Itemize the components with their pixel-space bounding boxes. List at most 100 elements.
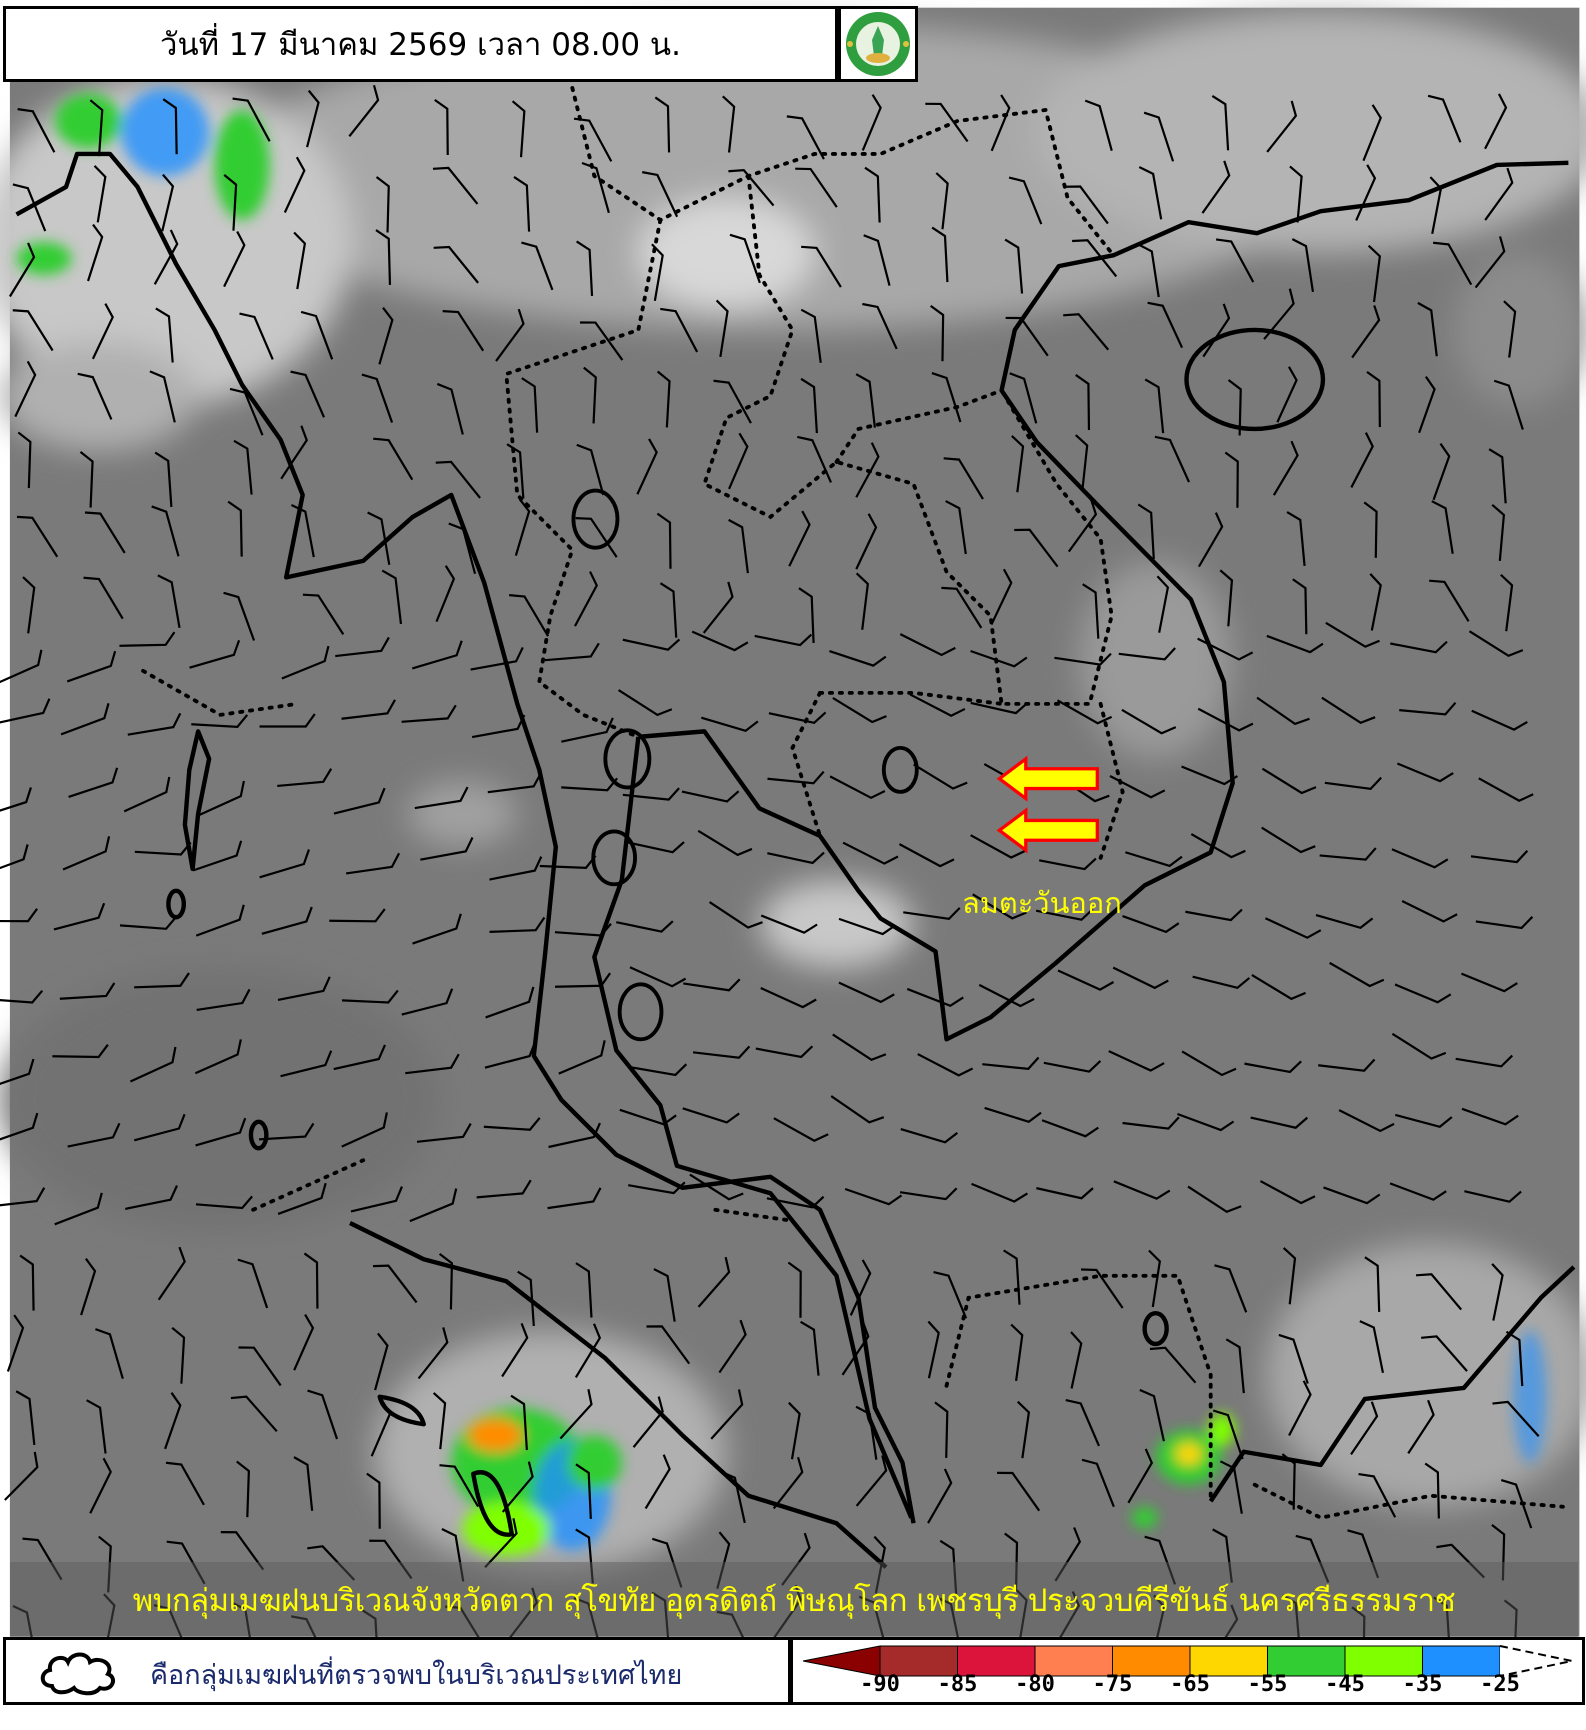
wind-barb xyxy=(970,701,1029,715)
wind-barb xyxy=(223,174,238,231)
colorbar-swatch xyxy=(1267,1645,1346,1677)
wind-barb xyxy=(1010,1323,1024,1382)
wind-barb xyxy=(1470,849,1529,864)
wind-barb xyxy=(1433,1596,1451,1652)
wind-barb xyxy=(259,849,310,879)
wind-barb xyxy=(0,908,38,923)
wind-barb xyxy=(646,1325,691,1365)
wind-barb xyxy=(1109,775,1166,799)
wind-barb xyxy=(898,843,955,868)
wind-barb xyxy=(1219,1460,1243,1514)
wind-barb xyxy=(982,1056,1040,1071)
wind-barb xyxy=(1491,1524,1506,1581)
wind-barb xyxy=(899,1187,958,1201)
wind-barb xyxy=(471,714,526,739)
colorbar-above-triangle xyxy=(1499,1645,1573,1677)
wind-barb xyxy=(290,370,326,418)
wind-barb xyxy=(1272,440,1299,496)
wind-barb xyxy=(1433,241,1473,286)
wind-barb xyxy=(280,1050,333,1078)
wind-barb xyxy=(194,1039,242,1075)
wind-barb xyxy=(484,1518,518,1568)
wind-barb xyxy=(123,776,171,813)
wind-barb xyxy=(970,649,1028,668)
wind-barb xyxy=(990,94,1011,152)
wind-barb xyxy=(559,1389,593,1440)
wind-barb xyxy=(701,716,759,733)
wind-barb xyxy=(720,1470,746,1524)
wind-barb xyxy=(1291,238,1315,293)
wind-barb xyxy=(345,852,401,875)
logo-emblem-icon xyxy=(846,12,910,76)
wind-barb xyxy=(1192,975,1251,990)
wind-barb xyxy=(341,699,396,720)
wind-barb xyxy=(195,1195,253,1210)
wind-barb xyxy=(1474,236,1506,289)
wind-barb xyxy=(772,1456,804,1510)
wind-barb xyxy=(195,904,245,937)
wind-barb xyxy=(873,1535,886,1594)
wind-barb xyxy=(83,576,124,620)
wind-barb xyxy=(1081,1458,1115,1508)
wind-barb xyxy=(417,1327,449,1380)
wind-barb xyxy=(1318,1058,1376,1072)
wind-barb xyxy=(153,1604,189,1652)
wind-barb xyxy=(1315,913,1374,930)
wind-barb xyxy=(581,161,610,214)
wind-barb xyxy=(1325,621,1380,648)
wind-barb xyxy=(1500,573,1514,632)
wind-barb xyxy=(1004,238,1024,294)
wind-barb xyxy=(95,1328,124,1380)
wind-barb xyxy=(651,1591,670,1647)
wind-barb xyxy=(970,834,1026,859)
wind-barb xyxy=(411,640,463,670)
wind-barb xyxy=(155,307,174,363)
wind-barb xyxy=(728,432,749,490)
wind-barb xyxy=(277,1182,327,1216)
wind-barb xyxy=(369,1539,413,1580)
wind-barb xyxy=(1421,1335,1468,1372)
colorbar-tick-label: -85 xyxy=(937,1672,978,1697)
wind-barb xyxy=(1338,1109,1395,1133)
wind-barb xyxy=(642,171,679,218)
wind-barb xyxy=(229,387,264,436)
wind-barb xyxy=(374,1332,389,1391)
wind-barb xyxy=(67,1122,121,1148)
wind-barb xyxy=(1215,238,1255,283)
rain-summary-text: พบกลุ่มเมฆฝนบริเวณจังหวัดตาก สุโขทัย อุต… xyxy=(132,1582,1456,1619)
wind-barb xyxy=(1075,434,1089,492)
wind-barb xyxy=(573,571,598,627)
wind-barb xyxy=(1319,847,1377,861)
wind-barb xyxy=(1137,243,1160,298)
wind-barb xyxy=(900,1128,958,1144)
wind-barb xyxy=(15,1390,36,1446)
wind-barb xyxy=(632,1396,664,1448)
wind-barb xyxy=(722,95,736,153)
wind-barb xyxy=(829,650,887,667)
wind-barb xyxy=(574,1323,602,1378)
wind-barb xyxy=(1488,448,1507,504)
wind-barb xyxy=(302,593,345,635)
wind-barb xyxy=(899,633,956,657)
wind-barb xyxy=(442,310,485,352)
wind-barb xyxy=(19,1254,35,1311)
wind-barb xyxy=(277,976,331,1002)
wind-barb xyxy=(697,1256,731,1308)
wind-barb xyxy=(1144,1535,1177,1585)
wind-barb xyxy=(691,630,749,652)
wind-barb xyxy=(795,167,838,208)
wind-barb xyxy=(862,302,898,350)
wind-barb xyxy=(692,1045,751,1059)
wind-barb xyxy=(433,245,479,284)
wind-barb xyxy=(622,638,681,651)
wind-barb xyxy=(1289,165,1303,223)
wind-barb xyxy=(1181,765,1239,786)
wind-barb xyxy=(89,99,104,157)
wind-barb xyxy=(728,169,775,207)
wind-barb xyxy=(708,901,763,929)
wind-barb xyxy=(1067,499,1098,553)
wind-barb xyxy=(939,1539,958,1596)
wind-barb xyxy=(800,308,822,363)
wind-barb xyxy=(1358,1472,1397,1518)
rain-cloud-outlines xyxy=(571,488,919,1042)
